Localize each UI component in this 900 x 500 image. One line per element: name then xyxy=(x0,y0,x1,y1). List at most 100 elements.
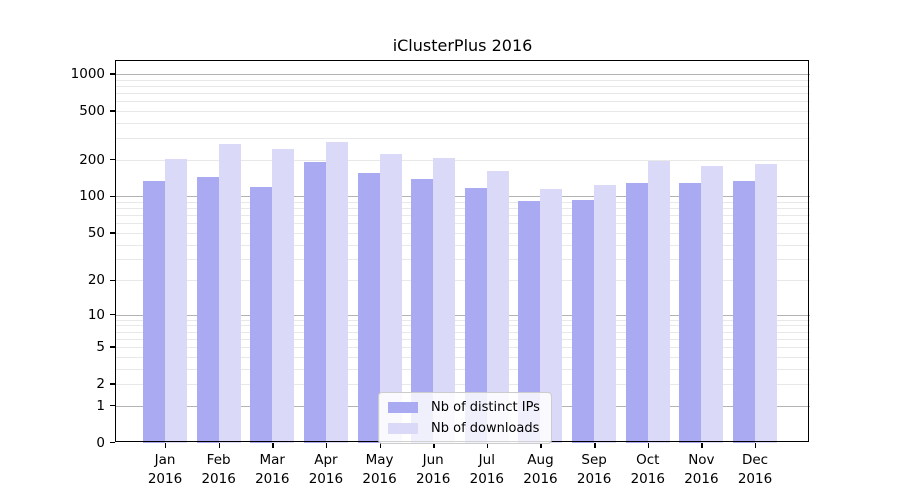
x-tick xyxy=(540,442,542,448)
minor-gridline xyxy=(115,368,810,370)
legend: Nb of distinct IPs Nb of downloads xyxy=(378,392,552,444)
x-tick-label: Jul 2016 xyxy=(469,451,504,487)
bar-mar-downloads xyxy=(272,148,295,443)
minor-gridline xyxy=(115,93,810,94)
minor-gridline xyxy=(115,280,810,282)
minor-gridline xyxy=(115,138,810,140)
x-tick-label: Apr 2016 xyxy=(308,451,344,487)
y-tick-label: 5 xyxy=(96,339,105,356)
y-tick-label: 10 xyxy=(87,306,105,323)
minor-gridline xyxy=(115,244,810,246)
y-tick xyxy=(110,279,115,281)
y-tick-label: 1000 xyxy=(70,66,105,82)
minor-gridline xyxy=(115,85,810,87)
bar-oct-distinct-ips xyxy=(625,182,648,443)
bar-feb-distinct-ips xyxy=(196,177,219,443)
bar-apr-downloads xyxy=(325,142,348,443)
minor-gridline xyxy=(115,232,810,234)
minor-gridline xyxy=(115,325,810,327)
y-tick xyxy=(110,158,115,161)
bar-sep-distinct-ips xyxy=(572,199,595,443)
legend-label-distinct-ips: Nb of distinct IPs xyxy=(431,400,540,415)
bar-apr-distinct-ips xyxy=(303,162,326,443)
y-tick-label: 20 xyxy=(87,272,105,289)
minor-gridline xyxy=(115,319,810,321)
bar-sep-downloads xyxy=(594,185,617,443)
x-tick-label: Nov 2016 xyxy=(684,451,719,487)
y-tick xyxy=(110,195,115,198)
legend-entry-distinct-ips: Nb of distinct IPs xyxy=(388,400,540,415)
minor-gridline xyxy=(115,338,810,340)
x-tick xyxy=(701,442,703,448)
minor-gridline xyxy=(115,122,810,124)
bar-jun-downloads xyxy=(433,157,456,443)
y-tick-label: 500 xyxy=(79,102,105,119)
x-tick-label: Mar 2016 xyxy=(255,451,290,487)
legend-swatch-downloads xyxy=(388,423,418,434)
minor-gridline xyxy=(115,201,810,203)
x-tick-label: Dec 2016 xyxy=(737,451,773,487)
bar-may-distinct-ips xyxy=(357,172,380,443)
y-tick xyxy=(110,383,115,385)
minor-gridline xyxy=(115,208,810,210)
y-tick-label: 0 xyxy=(96,434,105,451)
minor-gridline xyxy=(115,347,810,349)
x-tick-label: Feb 2016 xyxy=(201,451,236,487)
y-tick xyxy=(110,346,115,348)
x-tick xyxy=(218,442,221,448)
minor-gridline xyxy=(115,159,810,161)
bar-dec-distinct-ips xyxy=(733,180,756,443)
y-tick-label: 50 xyxy=(87,224,105,241)
minor-gridline xyxy=(115,79,810,81)
x-tick-label: Jun 2016 xyxy=(416,451,451,487)
y-tick-label: 100 xyxy=(79,188,105,205)
bar-jul-downloads xyxy=(486,170,509,443)
x-tick-label: May 2016 xyxy=(362,451,397,487)
x-tick xyxy=(755,442,757,448)
y-tick xyxy=(110,232,115,234)
y-tick xyxy=(110,405,115,407)
bar-aug-distinct-ips xyxy=(518,200,541,443)
bar-may-downloads xyxy=(379,153,402,443)
y-tick xyxy=(110,442,115,444)
major-gridline xyxy=(115,196,810,198)
x-tick xyxy=(594,442,596,448)
x-tick-label: Oct 2016 xyxy=(630,451,665,487)
bar-mar-distinct-ips xyxy=(250,186,273,443)
minor-gridline xyxy=(115,215,810,217)
legend-entry-downloads: Nb of downloads xyxy=(388,421,540,436)
bar-jun-distinct-ips xyxy=(411,178,434,443)
minor-gridline xyxy=(115,110,810,112)
y-tick-label: 2 xyxy=(96,376,105,393)
bar-nov-downloads xyxy=(701,166,724,443)
legend-swatch-distinct-ips xyxy=(388,402,418,413)
x-tick xyxy=(486,442,489,448)
bar-nov-distinct-ips xyxy=(679,182,702,443)
bar-jan-distinct-ips xyxy=(143,180,165,443)
bar-oct-downloads xyxy=(647,161,670,443)
minor-gridline xyxy=(115,223,810,225)
x-tick-label: Aug 2016 xyxy=(523,451,558,487)
bar-feb-downloads xyxy=(218,144,241,443)
minor-gridline xyxy=(115,384,810,386)
x-tick xyxy=(272,442,274,448)
y-tick-label: 1 xyxy=(96,397,105,414)
bar-aug-downloads xyxy=(540,189,563,443)
chart-title: iClusterPlus 2016 xyxy=(392,36,533,55)
minor-gridline xyxy=(115,101,810,103)
y-tick xyxy=(110,314,115,316)
bar-jul-distinct-ips xyxy=(464,187,487,443)
major-gridline xyxy=(115,74,810,75)
x-tick xyxy=(165,442,167,448)
bar-dec-downloads xyxy=(755,163,778,443)
x-tick-label: Jan 2016 xyxy=(147,451,183,487)
y-tick xyxy=(110,73,115,75)
y-tick xyxy=(110,110,115,112)
minor-gridline xyxy=(115,331,810,333)
minor-gridline xyxy=(115,356,810,358)
x-tick xyxy=(647,442,650,448)
x-tick xyxy=(433,442,435,448)
y-tick-label: 200 xyxy=(79,151,105,168)
x-tick xyxy=(379,442,381,448)
